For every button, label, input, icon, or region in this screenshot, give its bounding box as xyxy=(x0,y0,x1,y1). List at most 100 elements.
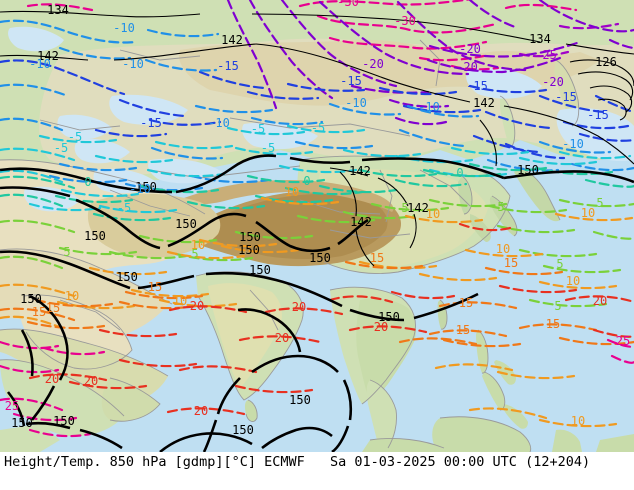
temperature-contour-label: 5 xyxy=(63,245,70,259)
footer-bar: Height/Temp. 850 hPa [gdmp][°C] ECMWF Sa… xyxy=(0,452,634,490)
temperature-contour-label: 5 xyxy=(596,196,603,210)
height-contour-label: 150 xyxy=(232,423,254,437)
temperature-contour-label: -15 xyxy=(340,74,362,88)
temperature-contour-label: 15 xyxy=(148,280,162,294)
isotherm-20 xyxy=(28,222,634,416)
temperature-contour-label: 20 xyxy=(84,374,98,388)
height-contour-layer xyxy=(0,10,634,452)
height-contour-label: 150 xyxy=(135,180,157,194)
temperature-contour-label: 10 xyxy=(571,414,585,428)
height-contour-label: 150 xyxy=(175,217,197,231)
temperature-contour-label: 5 xyxy=(556,257,563,271)
height-contour-142 xyxy=(0,43,634,267)
height-contour-label: 150 xyxy=(11,416,33,430)
temperature-contour-label: -30 xyxy=(337,0,359,9)
height-contour-label: 142 xyxy=(473,96,495,110)
temperature-contour-label: -5 xyxy=(261,141,275,155)
height-contour-label: 150 xyxy=(116,270,138,284)
temperature-contour-label: 20 xyxy=(593,294,607,308)
temperature-contour-label: -10 xyxy=(562,137,584,151)
temperature-contour-label: 10 xyxy=(581,206,595,220)
temperature-contour-label: 10 xyxy=(426,207,440,221)
temperature-contour-label: 5 xyxy=(554,299,561,313)
height-contour-label: 150 xyxy=(517,163,539,177)
temperature-contour-label: -5 xyxy=(117,201,131,215)
temperature-contour-label: -10 xyxy=(122,57,144,71)
height-contour-label: 134 xyxy=(47,3,69,17)
temperature-contour-label: 25 xyxy=(616,334,630,348)
temperature-contour-label: 15 xyxy=(546,317,560,331)
temperature-contour-label: 5 xyxy=(191,247,198,261)
temperature-contour-label: -10 xyxy=(345,96,367,110)
height-contour-label: 142 xyxy=(37,49,59,63)
height-contour-label: 150 xyxy=(378,310,400,324)
temperature-contour-label: 5 xyxy=(497,200,504,214)
temperature-contour-label: -25 xyxy=(535,48,557,62)
temperature-contour-label: -10 xyxy=(418,100,440,114)
temperature-contour-layer xyxy=(0,0,634,438)
temperature-contour-label: 15 xyxy=(504,256,518,270)
coastline-layer xyxy=(0,39,580,452)
temperature-contour-label: -10 xyxy=(113,21,135,35)
temperature-contour-label: -15 xyxy=(217,59,239,73)
temperature-contour-label: 20 xyxy=(374,320,388,334)
temperature-contour-label: 20 xyxy=(190,299,204,313)
height-contour-label: 150 xyxy=(20,292,42,306)
temperature-contour-label: 10 xyxy=(173,294,187,308)
height-contour-label: 150 xyxy=(84,229,106,243)
temperature-contour-label: 15 xyxy=(459,296,473,310)
temperature-contour-label: -5 xyxy=(68,130,82,144)
temperature-contour-label: 0 xyxy=(84,175,91,189)
isotherm-10 xyxy=(0,196,634,428)
temperature-contour-label: -15 xyxy=(555,90,577,104)
temperature-contour-label: -20 xyxy=(459,42,481,56)
isotherm-minus25 xyxy=(518,22,620,58)
temperature-contour-label: 15 xyxy=(456,323,470,337)
temperature-contour-label: -20 xyxy=(456,60,478,74)
height-contour-label: 126 xyxy=(595,55,617,69)
height-contour-126 xyxy=(569,59,634,121)
temperature-contour-label: -30 xyxy=(394,14,416,28)
temperature-contour-label: 20 xyxy=(292,300,306,314)
temperature-contour-label: 10 xyxy=(191,238,205,252)
temperature-contour-label: 0 xyxy=(303,174,310,188)
temperature-contour-label: -5 xyxy=(251,122,265,136)
temperature-contour-label: 20 xyxy=(45,372,59,386)
temperature-contour-label: 5 xyxy=(401,201,408,215)
temperature-contour-label: -5 xyxy=(311,121,325,135)
height-contour-label: 150 xyxy=(238,243,260,257)
height-contour-label: 142 xyxy=(407,201,429,215)
temperature-contour-label: 10 xyxy=(566,274,580,288)
height-contour-label: 142 xyxy=(350,215,372,229)
temperature-contour-label: 15 xyxy=(46,301,60,315)
temperature-contour-label: -10 xyxy=(129,182,151,196)
temperature-contour-label: -20 xyxy=(542,75,564,89)
isotherm-minus20 xyxy=(226,0,634,126)
temperature-contour-label: -15 xyxy=(466,79,488,93)
temperature-contour-label: 0 xyxy=(456,166,463,180)
height-contour-label: 150 xyxy=(249,263,271,277)
isotherm-minus10 xyxy=(0,19,634,192)
height-contour-label: 150 xyxy=(289,393,311,407)
isotherm-25 xyxy=(0,338,634,438)
footer-valid-time-label: Sa 01-03-2025 00:00 UTC (12+204) xyxy=(330,454,591,470)
height-contour-label: 150 xyxy=(309,251,331,265)
height-contour-134 xyxy=(0,10,634,55)
height-contour-label: 142 xyxy=(221,33,243,47)
temperature-contour-label: -10 xyxy=(29,57,51,71)
temperature-contour-label: 20 xyxy=(275,331,289,345)
temperature-contour-label: -5 xyxy=(54,141,68,155)
footer-parameter-label: Height/Temp. 850 hPa [gdmp][°C] ECMWF xyxy=(4,454,305,470)
map-canvas[interactable]: 134 142 142 134 126 142 142 142 142 150 150 150 150 1… xyxy=(0,0,634,452)
height-contour-label: 134 xyxy=(529,32,551,46)
temperature-contour-label: 25 xyxy=(5,399,19,413)
isotherm-0 xyxy=(0,162,634,222)
temperature-contour-label: 10 xyxy=(65,289,79,303)
temperature-contour-label: 10 xyxy=(285,185,299,199)
height-contour-label: 142 xyxy=(349,164,371,178)
temperature-contour-label: 15 xyxy=(32,305,46,319)
temperature-contour-label: -15 xyxy=(587,108,609,122)
